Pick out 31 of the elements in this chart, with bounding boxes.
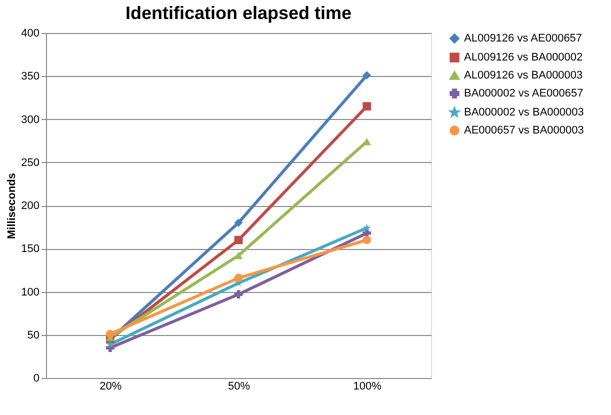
- point: [362, 236, 372, 244]
- point: [234, 252, 243, 260]
- y-tick-label: 200: [21, 200, 40, 212]
- point: [362, 102, 372, 110]
- point: [234, 274, 243, 282]
- legend-label: BA000002 vs AE000657: [464, 88, 584, 100]
- legend-label: AL009126 vs BA000003: [464, 70, 583, 82]
- legend-label: BA000002 vs BA000003: [464, 106, 584, 118]
- y-tick-label: 100: [21, 286, 40, 298]
- point: [106, 340, 114, 348]
- y-axis-title: Milliseconds: [6, 172, 18, 240]
- point: [234, 218, 243, 227]
- y-tick-label: 50: [27, 329, 40, 342]
- chart-title: Identification elapsed time: [125, 3, 352, 23]
- y-tick-label: 150: [21, 243, 40, 256]
- y-tick-label: 350: [21, 70, 40, 83]
- y-tick-label: 400: [21, 28, 40, 40]
- y-tick-label: 0: [33, 372, 40, 384]
- legend-label: AL009126 vs AE000657: [464, 32, 582, 44]
- x-tick-label: 20%: [100, 380, 122, 392]
- point: [106, 330, 114, 338]
- point: [362, 71, 372, 80]
- y-tick-label: 300: [21, 114, 40, 126]
- point: [234, 290, 243, 299]
- legend-label: AE000657 vs BA000003: [464, 124, 584, 136]
- point: [234, 236, 243, 244]
- x-tick-label: 50%: [228, 380, 250, 392]
- point: [362, 224, 371, 232]
- legend-label: AL009126 vs BA000002: [464, 52, 583, 64]
- x-tick-label: 100%: [353, 380, 382, 392]
- y-tick-label: 250: [21, 156, 40, 169]
